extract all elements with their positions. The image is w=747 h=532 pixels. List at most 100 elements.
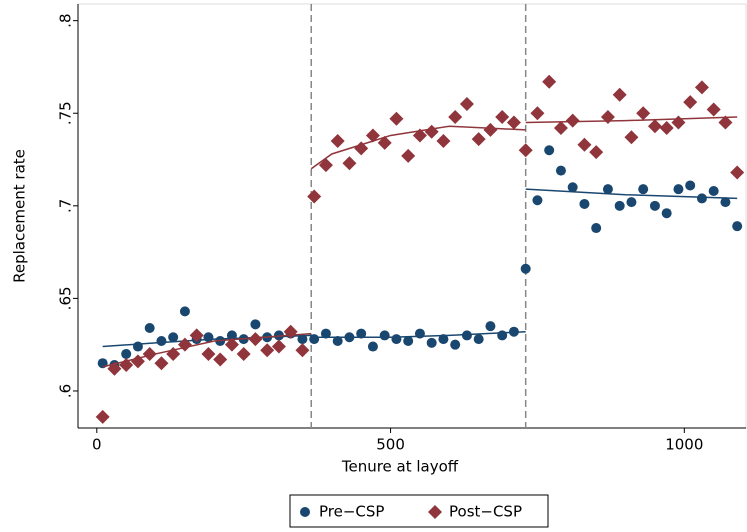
point [248,332,263,347]
point [518,143,533,158]
point [614,200,625,211]
y-tick-label: .6 [57,384,75,398]
legend-marker [428,505,442,519]
x-tick-label: 500 [376,436,405,454]
point [379,330,390,341]
point [297,334,308,345]
point [121,348,132,359]
point [471,132,486,147]
plot-frame [77,3,747,429]
point [320,328,331,339]
point [95,409,110,424]
point [459,96,474,111]
point [179,306,190,317]
y-axis-label: Replacement rate [11,149,29,283]
point [236,346,251,361]
legend-marker [300,507,310,517]
x-tick-label: 1000 [665,436,703,454]
point [497,330,508,341]
y-tick-label: .8 [57,14,75,28]
point [295,343,310,358]
y-tick-label: .65 [57,286,75,310]
point [424,124,439,139]
point [271,339,286,354]
point [685,180,696,191]
point [694,80,709,95]
point [342,156,357,171]
point [624,130,639,145]
point [647,119,662,134]
point [579,198,590,209]
point [389,111,404,126]
point [365,128,380,143]
point [577,137,592,152]
point [696,193,707,204]
point [649,200,660,211]
point [168,332,179,343]
point [638,184,649,195]
point [332,335,343,346]
legend-box [289,494,549,528]
point [602,184,613,195]
x-axis-label: Tenure at layoff [341,458,459,476]
point [354,141,369,156]
point [391,334,402,345]
point [673,184,684,195]
point [318,158,333,173]
point [177,337,192,352]
point [659,121,674,136]
y-tick-label: .7 [57,199,75,213]
point [567,182,578,193]
point [553,121,568,136]
point [377,135,392,150]
point [591,223,602,234]
point [142,346,157,361]
point [307,189,322,204]
point [401,148,416,163]
point [544,145,555,156]
point [626,197,637,208]
point [483,122,498,137]
x-tick-label: 0 [92,436,102,454]
point [201,346,216,361]
point [144,323,155,334]
point [436,134,451,149]
point [542,74,557,89]
point [495,109,510,124]
legend-label: Post−CSP [449,503,522,521]
point [600,109,615,124]
point [473,334,484,345]
point [706,102,721,117]
legend-label: Pre−CSP [319,503,384,521]
point [708,186,719,197]
point [260,343,275,358]
point [330,134,345,149]
point [367,341,378,352]
point [156,335,167,346]
point [720,197,731,208]
point [520,263,531,274]
point [426,337,437,348]
point [132,341,143,352]
point [506,115,521,130]
point [732,221,743,232]
point [636,106,651,121]
point [189,328,204,343]
point [438,334,449,345]
point [532,195,543,206]
point [213,352,228,367]
point [461,330,472,341]
point [612,87,627,102]
fit-line [102,116,738,368]
point [403,335,414,346]
point [356,328,367,339]
point [448,109,463,124]
point [589,145,604,160]
fit-line [102,188,738,348]
point [224,337,239,352]
point [555,165,566,176]
point [730,165,745,180]
y-tick-label: .75 [57,101,75,125]
point [154,356,169,371]
